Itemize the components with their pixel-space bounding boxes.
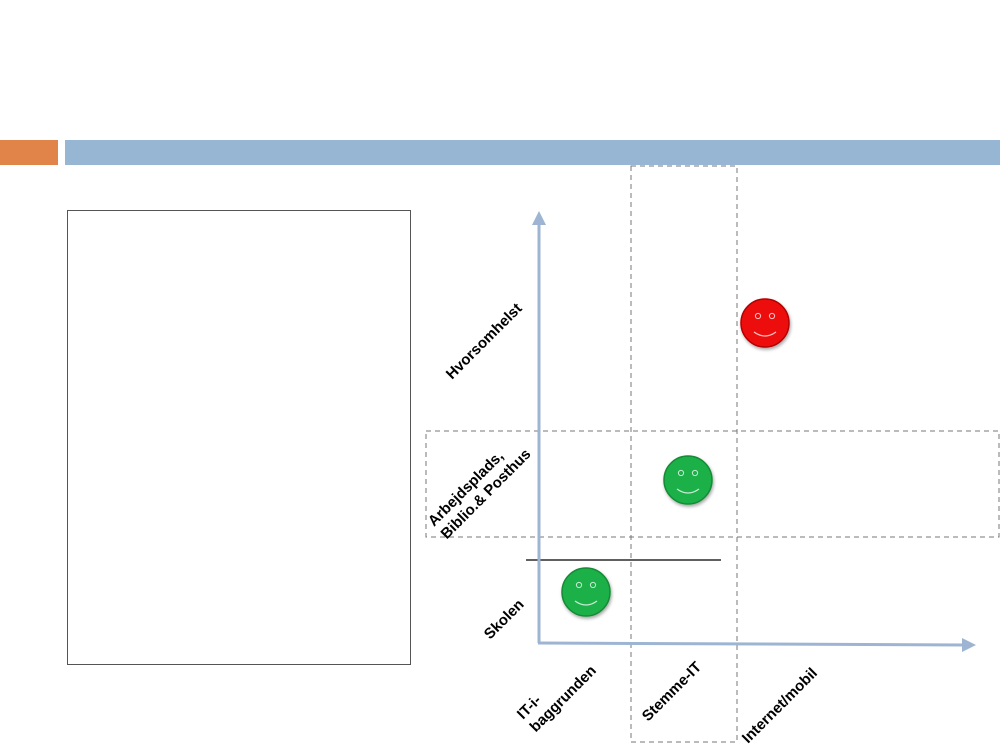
smiley-eye-left: [677, 469, 685, 477]
smiley-face: [663, 455, 713, 505]
x-axis: [537, 641, 966, 647]
smiley-mouth: [676, 488, 700, 494]
x-label-internet-mobil: Internet/mobil: [739, 665, 821, 747]
y-label-hvorsomhelst: Hvorsomhelst: [443, 300, 526, 383]
y-label-arbejdsplads: Arbejdsplads, Biblio.& Posthus: [425, 433, 535, 543]
smiley-eye-left: [575, 581, 583, 589]
smiley-face: [561, 567, 611, 617]
smiley-eye-right: [589, 581, 597, 589]
y-axis-arrowhead: [532, 211, 546, 225]
smiley-hvorsomhelst: [740, 298, 790, 348]
text-box[interactable]: [67, 210, 411, 665]
header-accent-bar: [0, 140, 58, 165]
smiley-mouth: [574, 600, 598, 606]
column-highlight-stemme-it: [630, 165, 738, 743]
row-highlight-arbejdsplads: [425, 430, 1000, 538]
smiley-eye-right: [768, 312, 776, 320]
smiley-arbejdsplads: [663, 455, 713, 505]
smiley-skolen: [561, 567, 611, 617]
y-label-skolen: Skolen: [481, 596, 528, 643]
x-label-it-i-baggrunden: IT-i- baggrunden: [514, 650, 600, 736]
header-title-bar: [65, 140, 1000, 165]
axes: [532, 211, 976, 652]
x-axis-arrowhead: [962, 638, 976, 652]
smiley-mouth: [753, 331, 777, 337]
smiley-face: [740, 298, 790, 348]
smiley-eye-left: [754, 312, 762, 320]
x-label-stemme-it: Stemme-IT: [639, 659, 705, 725]
smiley-eye-right: [691, 469, 699, 477]
